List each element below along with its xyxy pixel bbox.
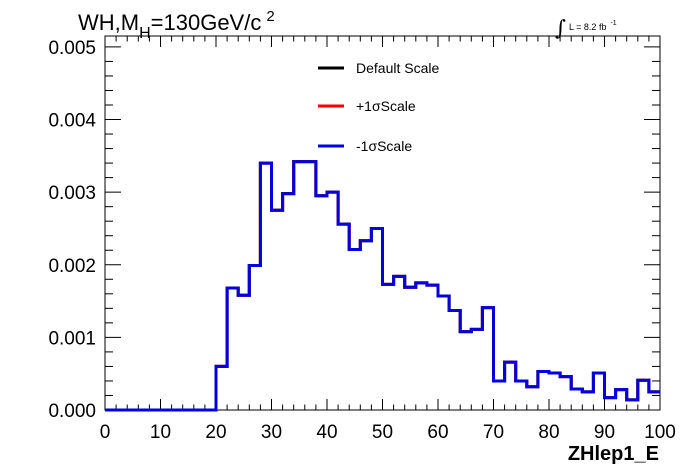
legend-label: -1σScale bbox=[356, 138, 412, 154]
lumi-superscript: -1 bbox=[610, 20, 616, 27]
chart-title: WH,MH=130GeV/c 2 bbox=[78, 8, 275, 42]
y-tick-label: 0.004 bbox=[48, 111, 96, 132]
y-tick-label: 0.000 bbox=[48, 401, 96, 422]
axes: 0 10 20 30 40 50 60 70 80 90 100 0.000 0.001 0.002 0.0… bbox=[48, 36, 676, 443]
lumi-integral: ∫ bbox=[555, 16, 566, 40]
y-tick-label: 0.001 bbox=[48, 328, 96, 349]
series-line bbox=[105, 160, 660, 412]
x-tick-label: 90 bbox=[594, 422, 615, 443]
title-main: WH,M bbox=[78, 10, 139, 35]
x-axis-title: ZHlep1_E bbox=[568, 443, 659, 465]
title-subscript: H bbox=[139, 25, 151, 42]
legend-label: +1σScale bbox=[356, 98, 416, 114]
x-tick-label: 0 bbox=[100, 422, 111, 443]
x-tick-label: 100 bbox=[644, 422, 676, 443]
x-tick-label: 20 bbox=[205, 422, 226, 443]
title-superscript: 2 bbox=[266, 8, 274, 25]
y-tick-label: 0.003 bbox=[48, 183, 96, 204]
lumi-label: L = 8.2 fb -1 bbox=[569, 20, 617, 32]
x-tick-label: 80 bbox=[538, 422, 559, 443]
x-tick-label: 30 bbox=[261, 422, 282, 443]
series-layer bbox=[105, 160, 660, 412]
legend-label: Default Scale bbox=[356, 60, 439, 76]
x-tick-label: 70 bbox=[483, 422, 504, 443]
y-tick-label: 0.005 bbox=[48, 38, 96, 59]
x-tick-label: 60 bbox=[427, 422, 448, 443]
x-tick-label: 50 bbox=[372, 422, 393, 443]
lumi-text: L = 8.2 fb bbox=[569, 22, 606, 32]
legend: Default Scale +1σScale -1σScale bbox=[318, 60, 439, 154]
title-rest: =130GeV/c bbox=[151, 10, 262, 35]
x-tick-label: 40 bbox=[316, 422, 337, 443]
x-tick-label: 10 bbox=[150, 422, 171, 443]
y-tick-label: 0.002 bbox=[48, 256, 96, 277]
